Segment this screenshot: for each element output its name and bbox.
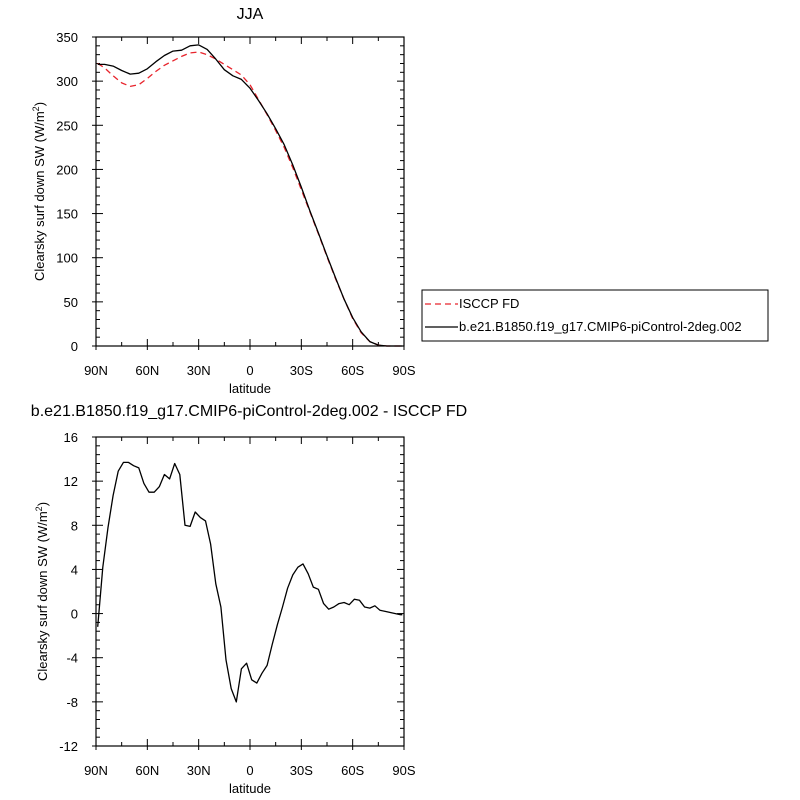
x-tick-label: 60S [341,763,364,778]
x-tick-label: 90N [84,363,108,378]
y-axis-label-superscript: 2 [34,506,44,511]
x-tick-label: 60N [135,763,159,778]
y-tick-label: -12 [59,739,78,754]
y-tick-label: 250 [56,118,78,133]
y-tick-label: 150 [56,207,78,222]
y-axis-label-close: ) [32,102,47,106]
y-tick-label: 350 [56,30,78,45]
x-tick-label: 30N [187,763,211,778]
legend-label: b.e21.B1850.f19_g17.CMIP6-piControl-2deg… [459,319,742,334]
x-tick-label: 60N [135,363,159,378]
chart-title: b.e21.B1850.f19_g17.CMIP6-piControl-2deg… [31,403,467,420]
legend-label: ISCCP FD [459,296,519,311]
y-axis-label-text: Clearsky surf down SW (W/m [32,111,47,281]
y-tick-label: 300 [56,74,78,89]
x-tick-label: 30S [290,763,313,778]
x-axis-label: latitude [229,781,271,796]
y-tick-label: 4 [71,562,78,577]
x-tick-label: 0 [246,763,253,778]
legend: ISCCP FD b.e21.B1850.f19_g17.CMIP6-piCont… [421,289,769,342]
y-tick-label: 16 [64,430,78,445]
top-panel-jja: JJA 90N 60N 30N 0 30S 60S 90S 0 50 100 150 200 250 300… [31,6,416,396]
y-axis-label-close: ) [35,502,50,506]
y-axis-label-superscript: 2 [31,106,41,111]
chart-title: JJA [237,6,264,23]
bottom-panel-difference: b.e21.B1850.f19_g17.CMIP6-piControl-2deg… [31,403,467,796]
y-axis-label: Clearsky surf down SW (W/m2) [31,102,47,281]
y-tick-label: 100 [56,251,78,266]
y-axis-label: Clearsky surf down SW (W/m2) [34,502,50,681]
series-line-isccp [97,51,403,347]
y-tick-label: -8 [66,695,78,710]
legend-box [421,289,769,342]
y-tick-label: 0 [71,607,78,622]
y-tick-label: 12 [64,474,78,489]
y-axis-label-text: Clearsky surf down SW (W/m [35,511,50,681]
x-tick-label: 30N [187,363,211,378]
y-tick-label: 0 [71,339,78,354]
x-tick-label: 60S [341,363,364,378]
x-tick-label: 90S [392,363,415,378]
x-tick-label: 0 [246,363,253,378]
x-tick-label: 90S [392,763,415,778]
y-tick-label: 8 [71,518,78,533]
x-axis-label: latitude [229,381,271,396]
plot-frame [95,36,405,347]
x-tick-label: 90N [84,763,108,778]
y-tick-label: -4 [66,651,78,666]
series-line-model [97,461,403,703]
series-line-model [97,44,403,347]
y-tick-label: 200 [56,162,78,177]
x-tick-label: 30S [290,363,313,378]
y-tick-label: 50 [64,295,78,310]
plot-frame [95,436,405,747]
